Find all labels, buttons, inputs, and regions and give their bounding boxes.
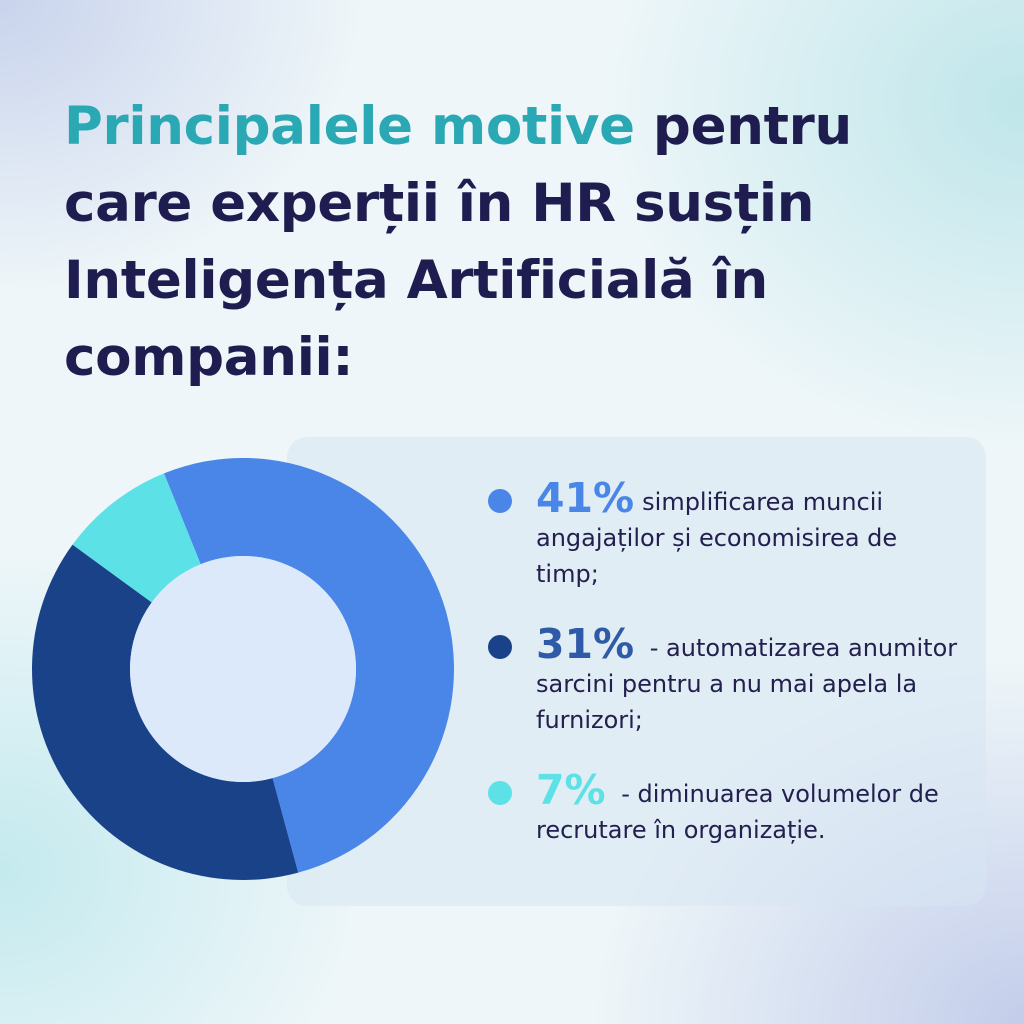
legend-percent: 31% [536, 620, 635, 668]
legend-dot [488, 635, 512, 659]
donut-slices [31, 458, 454, 880]
chart-legend: 41% simplificarea muncii angajaților și e… [488, 476, 958, 848]
legend-item: 41% simplificarea muncii angajaților și e… [488, 476, 958, 592]
legend-description: simplificarea muncii angajaților și econ… [536, 488, 898, 588]
legend-description: - diminuarea volumelor de recrutare în o… [536, 780, 939, 844]
title-highlight: Principalele motive [64, 96, 635, 157]
legend-item: 7% - diminuarea volumelor de recrutare î… [488, 768, 958, 848]
infographic-title: Principalele motive pentru care experții… [64, 88, 944, 396]
donut-hole [130, 556, 356, 782]
legend-dot [488, 489, 512, 513]
title-rest: pentru care experții în HR susțin Inteli… [64, 96, 852, 388]
legend-dot [488, 781, 512, 805]
donut-slice-3 [72, 473, 201, 603]
donut-slice-2 [31, 544, 299, 880]
legend-description: - automatizarea anumitor sarcini pentru … [536, 634, 958, 734]
legend-percent: 41% [536, 474, 635, 522]
donut-slice-1 [163, 458, 454, 873]
legend-percent: 7% [536, 766, 606, 814]
legend-item: 31% - automatizarea anumitor sarcini pen… [488, 622, 958, 738]
